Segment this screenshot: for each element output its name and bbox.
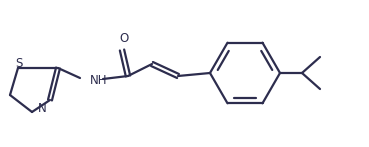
Text: NH: NH <box>90 74 107 86</box>
Text: S: S <box>15 56 23 70</box>
Text: O: O <box>120 32 129 45</box>
Text: N: N <box>38 101 46 115</box>
